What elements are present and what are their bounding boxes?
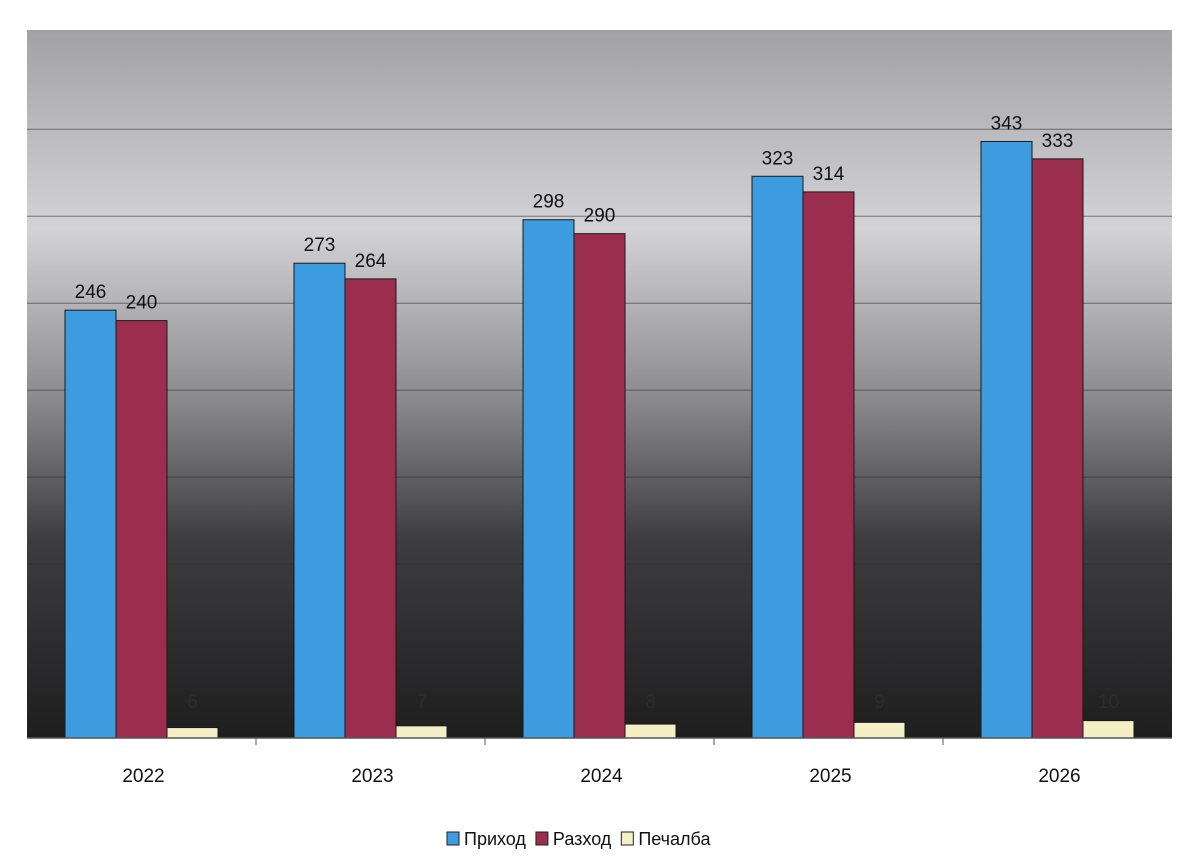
bar-Разход-2025 (802, 191, 855, 739)
legend-label: Печалба (638, 829, 711, 849)
legend-swatch (620, 831, 634, 846)
x-tick-label: 2025 (809, 766, 851, 787)
bar-Приход-2026 (980, 140, 1033, 739)
bar-Печалба-2023 (395, 725, 448, 739)
value-label: 323 (762, 148, 794, 169)
bar-Приход-2022 (64, 309, 117, 739)
bar-Приход-2023 (293, 262, 346, 739)
bar-Приход-2025 (751, 175, 804, 739)
value-label: 240 (126, 293, 158, 314)
bar-Печалба-2026 (1082, 720, 1135, 739)
bar-Печалба-2022 (166, 727, 219, 739)
x-tick-label: 2026 (1038, 766, 1080, 787)
value-label: 246 (75, 282, 107, 303)
x-tick-label: 2024 (580, 766, 623, 787)
value-label: 7 (416, 692, 427, 713)
x-axis-ticks (255, 738, 944, 745)
legend-label: Разход (553, 829, 612, 849)
value-label: 298 (533, 192, 565, 213)
bar-Разход-2026 (1031, 158, 1084, 739)
value-label: 273 (304, 235, 336, 256)
value-label: 343 (991, 113, 1023, 134)
value-label: 6 (187, 692, 198, 713)
bar-Печалба-2024 (624, 723, 677, 739)
bar-Разход-2023 (344, 278, 397, 739)
bar-Приход-2024 (522, 219, 575, 739)
value-label: 9 (874, 692, 885, 713)
value-label: 8 (645, 692, 656, 713)
legend: Приход Разход Печалба (446, 829, 711, 849)
value-label: 290 (584, 206, 616, 227)
bar-Печалба-2025 (853, 721, 906, 739)
legend-swatch (446, 831, 460, 846)
legend-label: Приход (464, 829, 526, 849)
value-label: 314 (813, 164, 845, 185)
x-tick-label: 2022 (122, 766, 164, 787)
value-label: 264 (355, 251, 387, 272)
x-tick-label: 2023 (351, 766, 393, 787)
bar-Разход-2024 (573, 233, 626, 739)
x-axis-labels: 2022 2023 2024 2025 2026 (122, 766, 1080, 787)
legend-swatch (535, 831, 549, 846)
bar-Разход-2022 (115, 320, 168, 739)
value-label: 10 (1098, 692, 1119, 713)
value-label: 333 (1042, 131, 1074, 152)
bars (64, 140, 1135, 739)
value-labels: 246 240 6 273 264 7 298 290 8 323 314 9 343 333 10 (75, 113, 1119, 713)
